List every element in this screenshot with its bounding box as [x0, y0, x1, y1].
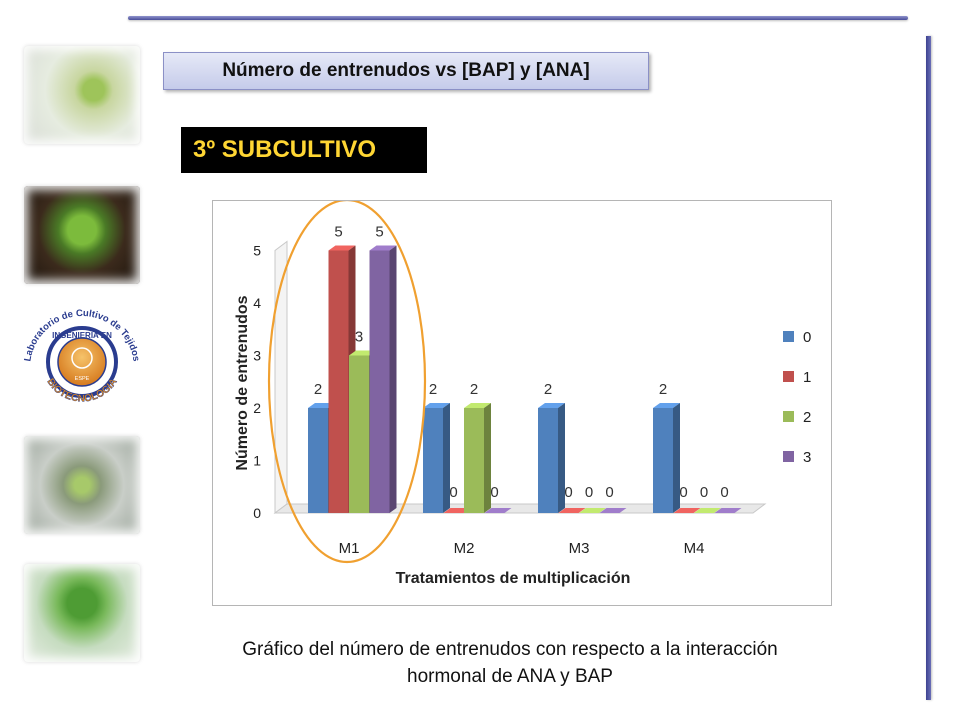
legend-label: 1	[803, 369, 811, 386]
data-label: 2	[429, 381, 437, 398]
plant-photo-2	[24, 186, 140, 284]
legend-swatch	[783, 411, 794, 422]
legend-swatch	[783, 331, 794, 342]
data-label: 0	[564, 484, 572, 501]
bar-side	[389, 245, 397, 513]
subculture-label: 3º SUBCULTIVO	[181, 127, 427, 173]
chart-caption: Gráfico del número de entrenudos con res…	[160, 636, 860, 690]
bar-top	[349, 350, 376, 356]
lab-logo: Laboratorio de Cultivo de Tejidos INGENI…	[22, 308, 141, 405]
data-label: 2	[314, 381, 322, 398]
bar-top	[673, 508, 701, 513]
y-tick-label: 3	[253, 348, 261, 364]
bar-top	[328, 245, 356, 251]
x-tick-label: M1	[339, 540, 360, 557]
y-axis-title: Número de entrenudos	[234, 295, 251, 470]
chart-frame: 0 1 2 3 4 5 2 2 2 2 5 0 0 0 3 2 0 0 5 0 0 0 M1 M2 M3 M4 Tratamient…	[212, 200, 832, 606]
data-label: 0	[679, 484, 687, 501]
data-label: 2	[470, 381, 478, 398]
highlight-ellipse	[267, 201, 427, 564]
slide-title: Número de entrenudos vs [BAP] y [ANA]	[163, 52, 649, 90]
y-tick-label: 4	[253, 295, 261, 311]
data-label: 0	[605, 484, 613, 501]
data-label: 5	[334, 224, 342, 241]
data-label: 0	[490, 484, 498, 501]
data-label: 0	[720, 484, 728, 501]
legend-label: 0	[803, 329, 811, 346]
bar-top	[464, 403, 491, 408]
bar-top	[599, 508, 627, 513]
legend-label: 2	[803, 409, 811, 426]
bar-top	[694, 508, 721, 513]
bar-side	[673, 403, 680, 513]
plant-photo-4	[24, 564, 140, 662]
bar	[308, 408, 328, 513]
bar-side	[443, 403, 450, 513]
bar	[369, 250, 390, 513]
bar	[349, 355, 369, 513]
bar-top	[653, 403, 680, 408]
data-label: 0	[585, 484, 593, 501]
logo-inner-text: INGENIERIA EN	[52, 331, 112, 340]
bar	[653, 408, 673, 513]
x-tick-label: M3	[569, 540, 590, 557]
bar-top	[443, 508, 471, 513]
caption-line-1: Gráfico del número de entrenudos con res…	[242, 639, 778, 660]
legend-label: 3	[803, 449, 811, 466]
y-tick-label: 5	[253, 243, 261, 259]
bar-top	[369, 245, 397, 251]
bar-top	[579, 508, 606, 513]
data-label: 3	[355, 329, 363, 346]
bar-top	[423, 403, 450, 408]
y-tick-label: 2	[253, 400, 261, 416]
bar-side	[484, 403, 491, 513]
data-label: 0	[449, 484, 457, 501]
legend-swatch	[783, 371, 794, 382]
x-tick-label: M2	[454, 540, 475, 557]
logo-seal-text: ESPE	[75, 376, 90, 382]
y-tick-label: 0	[253, 505, 261, 521]
bar-top	[558, 508, 586, 513]
bar-side	[558, 403, 565, 513]
bar	[328, 250, 349, 513]
bar-top	[484, 508, 512, 513]
bar-top	[714, 508, 742, 513]
y-tick-label: 1	[253, 453, 261, 469]
data-label: 2	[659, 381, 667, 398]
x-axis-title: Tratamientos de multiplicación	[396, 570, 631, 587]
bar	[464, 408, 484, 513]
bar-top	[308, 403, 335, 408]
data-label: 0	[700, 484, 708, 501]
top-rule	[128, 16, 908, 20]
x-tick-label: M4	[684, 540, 705, 557]
caption-line-2: hormonal de ANA y BAP	[407, 666, 613, 687]
data-label: 5	[375, 224, 383, 241]
bar	[423, 408, 443, 513]
legend-swatch	[783, 451, 794, 462]
plant-photo-1	[24, 46, 140, 144]
bar	[538, 408, 558, 513]
data-label: 2	[544, 381, 552, 398]
plant-photo-3	[24, 436, 140, 534]
side-rule	[926, 36, 931, 700]
bar-top	[538, 403, 565, 408]
